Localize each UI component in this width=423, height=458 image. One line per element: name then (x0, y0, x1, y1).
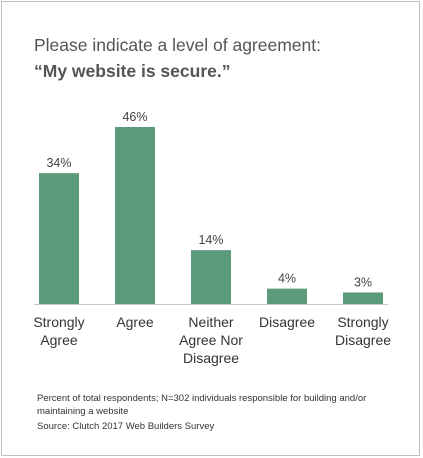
data-label-5: 3% (354, 275, 372, 289)
bar-4 (267, 288, 307, 304)
chart-subtitle: “My website is secure.” (34, 61, 231, 81)
category-label-3: Agree Nor (179, 332, 243, 348)
category-label-1: Agree (40, 332, 78, 348)
chart-title: Please indicate a level of agreement: (34, 35, 321, 55)
data-label-1: 34% (46, 156, 71, 170)
data-label-4: 4% (278, 272, 296, 286)
footnote-source: Source: Clutch 2017 Web Builders Survey (37, 421, 215, 432)
category-label-3: Disagree (183, 350, 239, 366)
bar-2 (115, 127, 155, 304)
category-label-2: Agree (116, 314, 154, 330)
category-label-3: Neither (188, 314, 233, 330)
category-label-1: Strongly (33, 314, 84, 330)
category-label-4: Disagree (259, 314, 315, 330)
category-label-5: Strongly (337, 314, 388, 330)
bar-1 (39, 173, 79, 304)
category-label-5: Disagree (335, 332, 391, 348)
bar-5 (343, 292, 383, 304)
data-label-2: 46% (122, 110, 147, 124)
footnote-line-1: Percent of total respondents; N=302 indi… (37, 393, 367, 404)
data-label-3: 14% (198, 233, 223, 247)
bar-3 (191, 250, 231, 304)
footnote-line-2: maintaining a website (37, 406, 129, 417)
